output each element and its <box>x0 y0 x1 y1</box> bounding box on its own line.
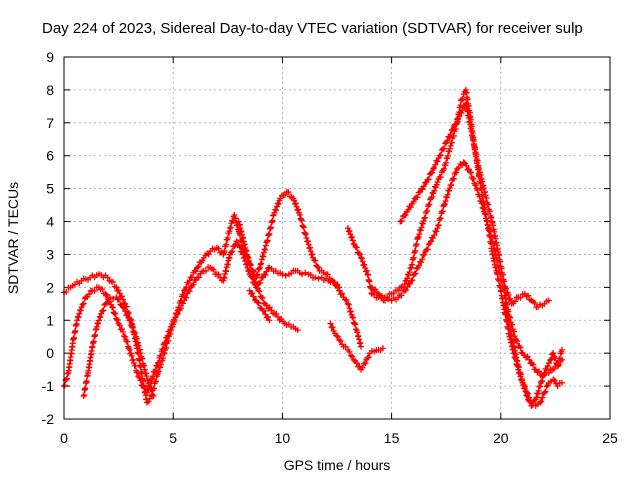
y-tick-label: -2 <box>42 411 55 427</box>
x-tick-label: 10 <box>275 430 291 446</box>
data-point-markers <box>397 100 552 311</box>
y-tick-label: 8 <box>46 82 54 98</box>
data-point-markers <box>502 300 565 409</box>
y-tick-label: 9 <box>46 49 54 65</box>
y-axis-label: SDTVAR / TECUs <box>5 182 21 294</box>
data-point-markers <box>368 159 565 380</box>
data-point-markers <box>336 287 365 350</box>
x-tick-label: 20 <box>493 430 509 446</box>
series-track-4 <box>235 218 301 334</box>
y-tick-label: 0 <box>46 345 54 361</box>
series-track-3 <box>80 294 157 399</box>
series-track-6 <box>327 320 386 373</box>
series-track-7 <box>336 287 365 350</box>
y-tick-label: 2 <box>46 279 54 295</box>
x-tick-label: 0 <box>60 430 68 446</box>
y-tick-label: 5 <box>46 181 54 197</box>
x-tick-label: 15 <box>384 430 400 446</box>
series-track-5 <box>246 287 273 324</box>
y-tick-label: 1 <box>46 312 54 328</box>
y-tick-label: 4 <box>46 214 54 230</box>
data-point-markers <box>327 320 386 373</box>
data-point-markers <box>235 218 301 334</box>
series-track-10 <box>397 100 552 311</box>
chart-title: Day 224 of 2023, Sidereal Day-to-day VTE… <box>42 20 583 37</box>
y-tick-label: 3 <box>46 246 54 262</box>
grid <box>64 57 610 419</box>
y-tick-label: 7 <box>46 115 54 131</box>
plot-frame <box>63 56 611 420</box>
series-track-1 <box>61 188 343 406</box>
data-point-markers <box>80 294 157 399</box>
data-points <box>61 86 565 409</box>
data-point-markers <box>61 188 343 406</box>
data-point-markers <box>246 287 273 324</box>
x-tick-label: 25 <box>602 430 618 446</box>
y-tick-label: -1 <box>42 378 55 394</box>
x-axis-label: GPS time / hours <box>284 457 391 473</box>
series-track-9 <box>368 159 565 380</box>
series-track-11 <box>502 300 565 409</box>
y-tick-label: 6 <box>46 148 54 164</box>
x-tick-label: 5 <box>169 430 177 446</box>
